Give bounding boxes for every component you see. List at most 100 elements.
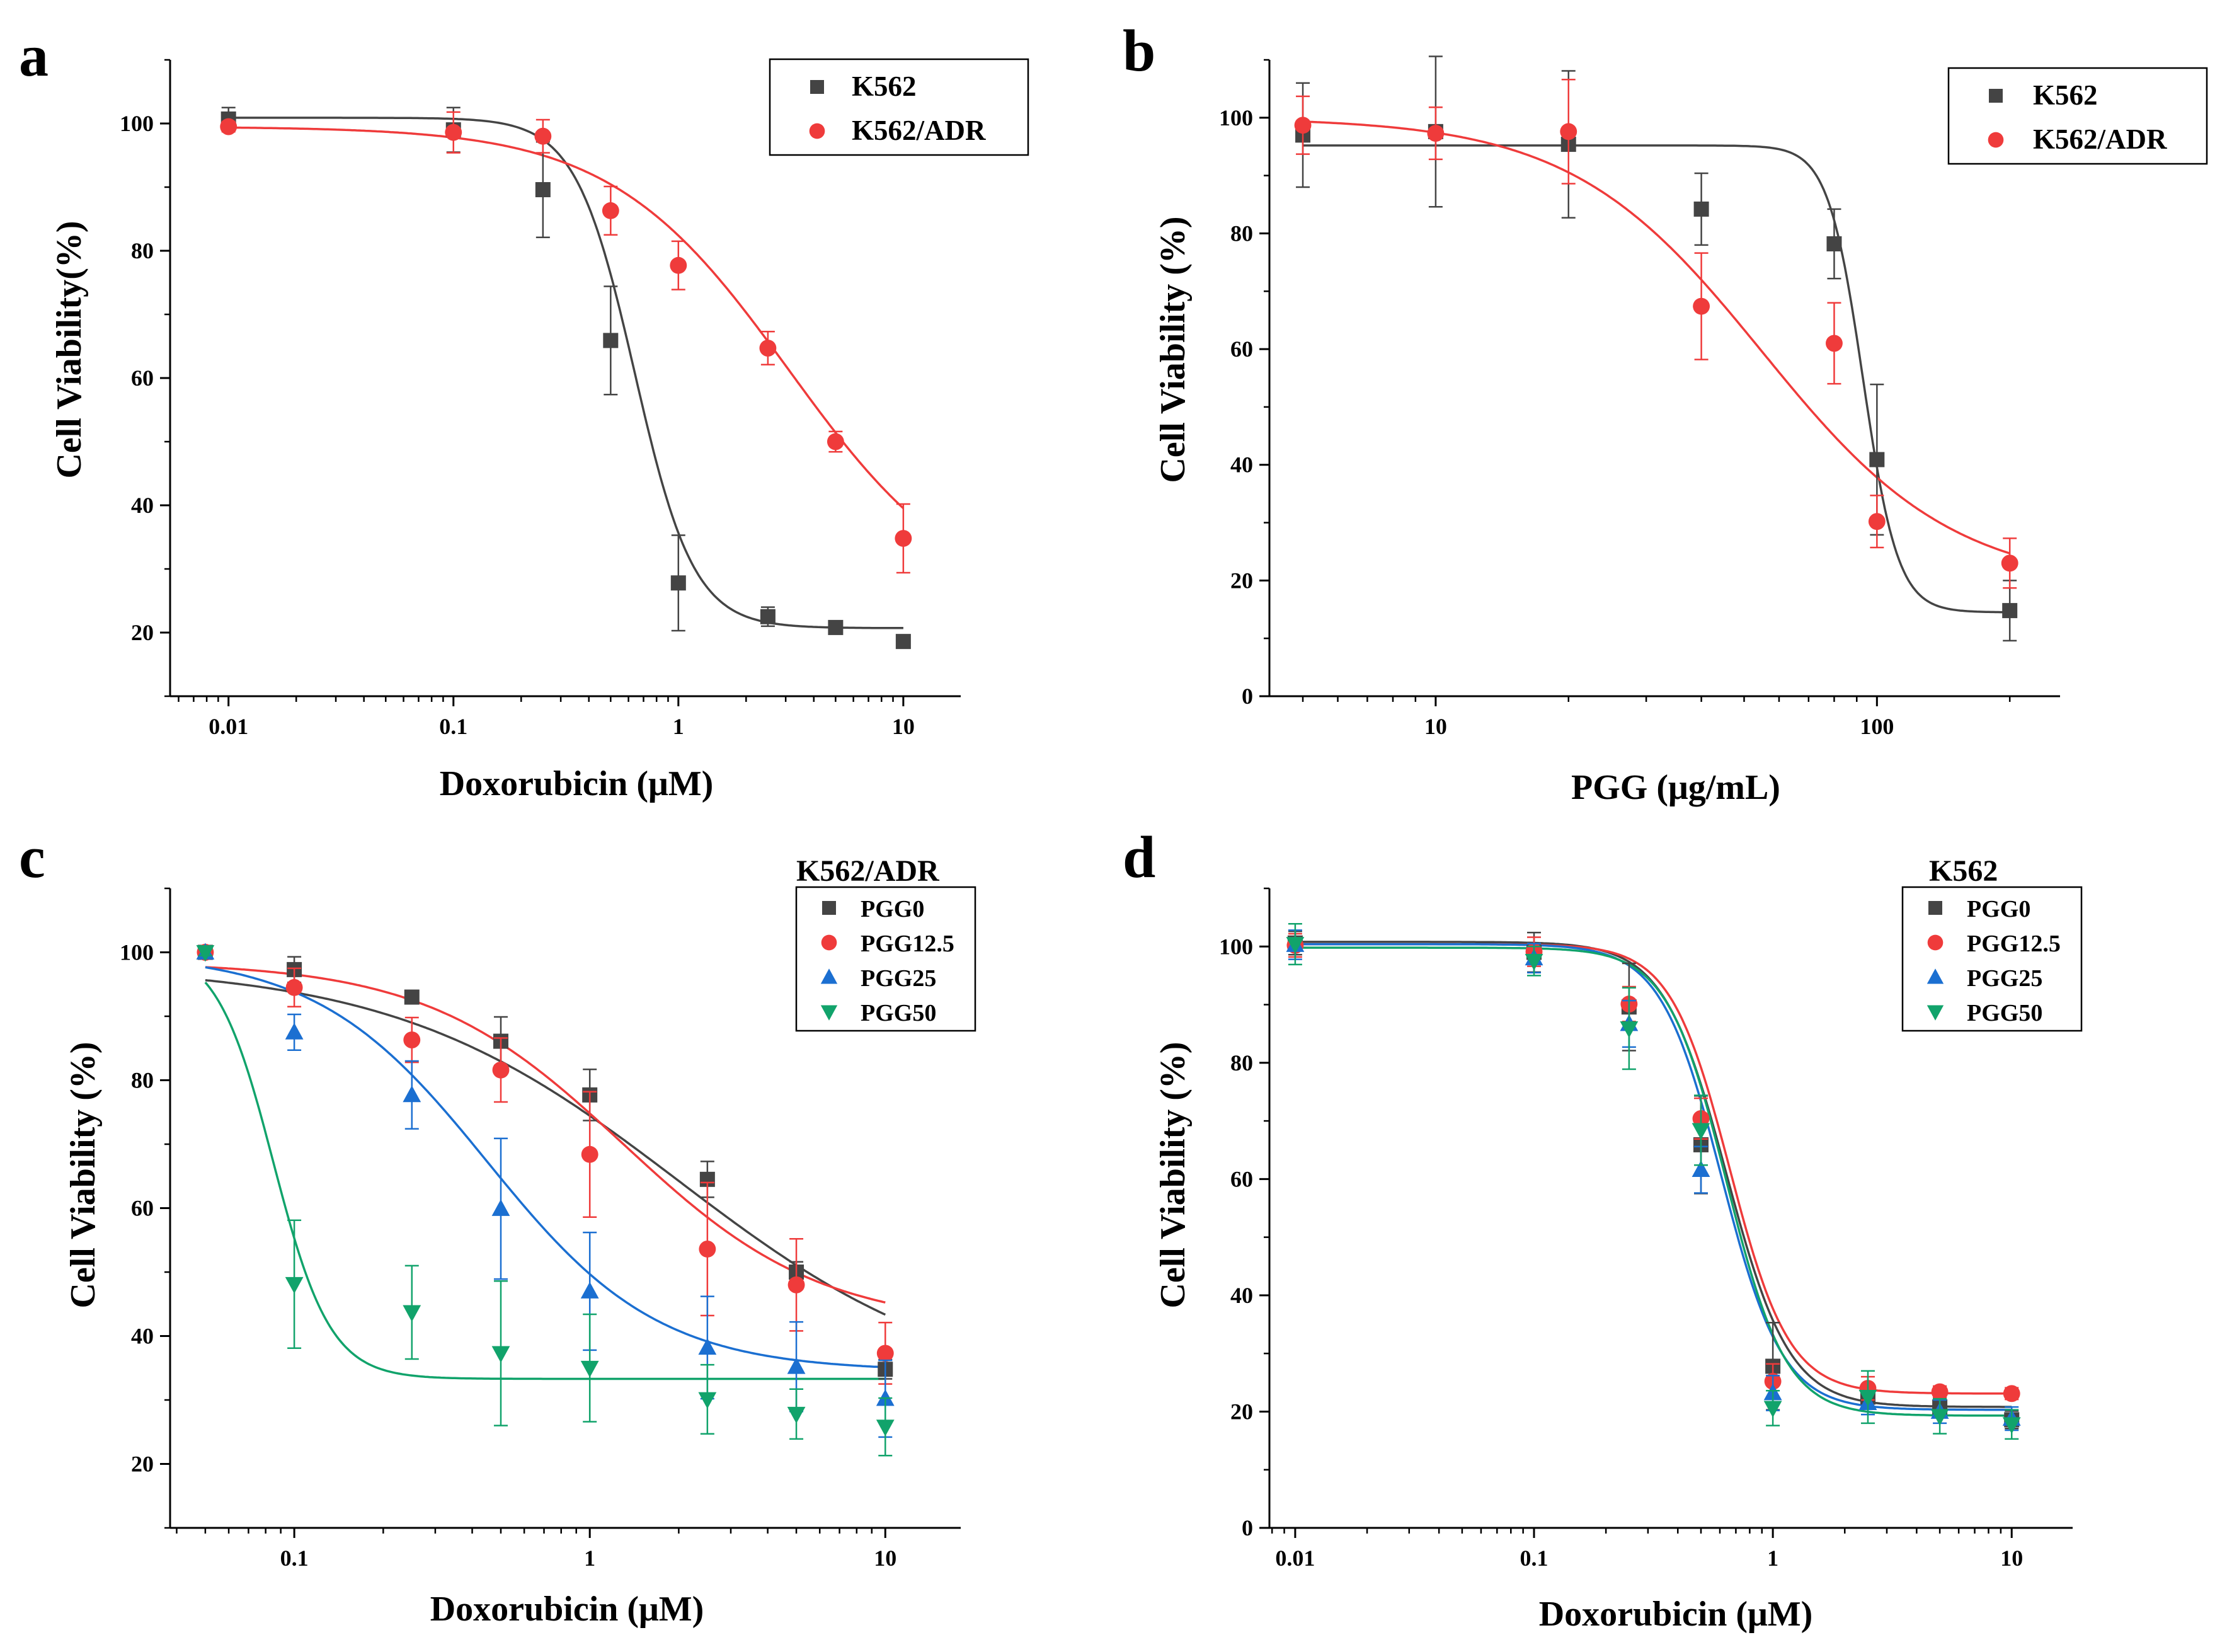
panel-letter-d: d <box>1123 825 1155 890</box>
y-tick-label: 40 <box>131 493 154 518</box>
legend-label-k562: K562 <box>852 71 917 102</box>
fit-curve-k562 <box>228 117 903 629</box>
data-point <box>534 127 552 145</box>
y-tick-label: 80 <box>131 238 154 263</box>
x-axis-title: PGG (μg/mL) <box>1571 768 1780 807</box>
data-point <box>1826 335 1843 352</box>
legend-label-pgg25: PGG25 <box>1967 965 2042 992</box>
data-point <box>285 1276 304 1294</box>
x-tick-label: 10 <box>892 714 915 739</box>
y-tick-label: 60 <box>131 1196 154 1221</box>
data-point <box>1692 1123 1710 1140</box>
x-tick-label: 0.1 <box>439 714 467 739</box>
series-k562-adr <box>220 111 912 574</box>
data-point <box>602 202 619 219</box>
legend: K562 K562/ADR <box>1947 67 2208 165</box>
data-point <box>698 1338 717 1355</box>
data-point <box>876 1345 894 1362</box>
data-point <box>2002 1417 2021 1434</box>
series-pgg25 <box>196 943 895 1438</box>
legend-marker-shape <box>1927 934 1944 951</box>
data-point <box>759 340 777 357</box>
y-tick-label: 80 <box>131 1068 154 1093</box>
legend-marker-k562-adr <box>809 123 825 139</box>
fit-curve-pgg50 <box>204 981 886 1380</box>
data-point <box>196 945 215 962</box>
data-point <box>827 433 844 450</box>
x-tick-label: 0.1 <box>1520 1546 1549 1571</box>
legend: K562/ADR PGG0 PGG12.5 PGG25 PGG50 <box>795 854 976 1032</box>
legend-marker-pgg12-5 <box>821 934 837 951</box>
legend-title: K562/ADR <box>796 854 940 888</box>
y-tick-label: 20 <box>1230 1399 1253 1424</box>
data-point <box>2002 603 2018 619</box>
data-point <box>1868 513 1886 531</box>
data-point <box>1286 937 1305 954</box>
data-point <box>760 609 776 624</box>
legend-label-pgg0: PGG0 <box>1967 896 2030 922</box>
y-tick-label: 0 <box>1242 684 1253 709</box>
data-point <box>403 1085 421 1103</box>
fit-curve-pgg12-5 <box>205 966 886 1304</box>
fit-curve-k562-adr <box>228 126 905 509</box>
legend-marker-shape <box>809 123 825 139</box>
data-point <box>895 530 912 547</box>
x-tick-label: 0.01 <box>1275 1546 1315 1571</box>
legend-marker-shape <box>822 901 836 915</box>
data-point <box>492 1061 510 1079</box>
legend-label-pgg25: PGG25 <box>861 965 936 992</box>
x-tick-label: 1 <box>584 1546 595 1571</box>
y-tick-label: 20 <box>1230 568 1253 593</box>
data-point <box>670 575 686 591</box>
y-tick-label: 80 <box>1230 1050 1253 1076</box>
y-tick-label: 80 <box>1230 221 1253 246</box>
legend-marker-pgg0 <box>822 901 836 915</box>
legend-marker-pgg25 <box>1926 968 1944 984</box>
y-axis-title: Cell Viability (%) <box>64 1041 103 1308</box>
data-point <box>403 1031 421 1048</box>
panel-letter-a: a <box>19 23 49 89</box>
data-point <box>699 1241 716 1258</box>
legend-marker-shape <box>821 934 837 951</box>
fit-curve-k562 <box>1303 144 2010 614</box>
x-axis-title: Doxorubicin (μM) <box>1539 1595 1813 1634</box>
data-point <box>1693 201 1709 217</box>
y-tick-label: 100 <box>1219 934 1253 959</box>
data-point <box>1931 1383 1949 1401</box>
legend-label-pgg12-5: PGG12.5 <box>861 931 954 957</box>
fit-curve-pgg50 <box>1295 946 2012 1417</box>
x-tick-label: 1 <box>673 714 684 739</box>
y-axis-title: Cell Viability (%) <box>1154 216 1193 483</box>
legend-marker-shape <box>820 1005 838 1021</box>
x-tick-label: 10 <box>1424 714 1447 739</box>
y-tick-label: 60 <box>131 365 154 391</box>
data-point <box>1692 1160 1710 1177</box>
x-axis-title: Doxorubicin (μM) <box>440 764 714 803</box>
data-point <box>603 333 619 348</box>
data-point <box>1560 123 1577 141</box>
legend-marker-shape <box>820 968 838 984</box>
data-point <box>670 256 687 274</box>
data-point <box>285 1023 304 1040</box>
fit-curve-pgg25 <box>1295 943 2012 1411</box>
legend-marker-k562 <box>810 80 824 94</box>
data-point <box>403 1305 421 1322</box>
y-tick-label: 0 <box>1242 1515 1253 1540</box>
data-point <box>491 1346 510 1363</box>
fit-curve-pgg0 <box>205 978 886 1316</box>
data-point <box>787 1276 805 1293</box>
series-k562-adr <box>1294 78 2018 589</box>
y-axis-title: Cell Viability(%) <box>50 221 89 478</box>
data-point <box>1620 1021 1639 1038</box>
legend-label-k562-adr: K562/ADR <box>852 115 986 146</box>
data-point <box>445 123 462 141</box>
panel-d: d 0 20 40 60 80 100 0.01 0.1 1 10 Doxorubicin (μM… <box>1123 825 2083 1634</box>
data-point <box>1858 1389 1877 1407</box>
legend-marker-k562-adr <box>1988 132 2004 148</box>
series-pgg50 <box>1286 923 2021 1440</box>
x-tick-label: 1 <box>1767 1546 1778 1571</box>
legend-marker-shape <box>1988 132 2004 148</box>
x-tick-label: 100 <box>1860 714 1894 739</box>
legend-marker-shape <box>1926 1005 1944 1021</box>
